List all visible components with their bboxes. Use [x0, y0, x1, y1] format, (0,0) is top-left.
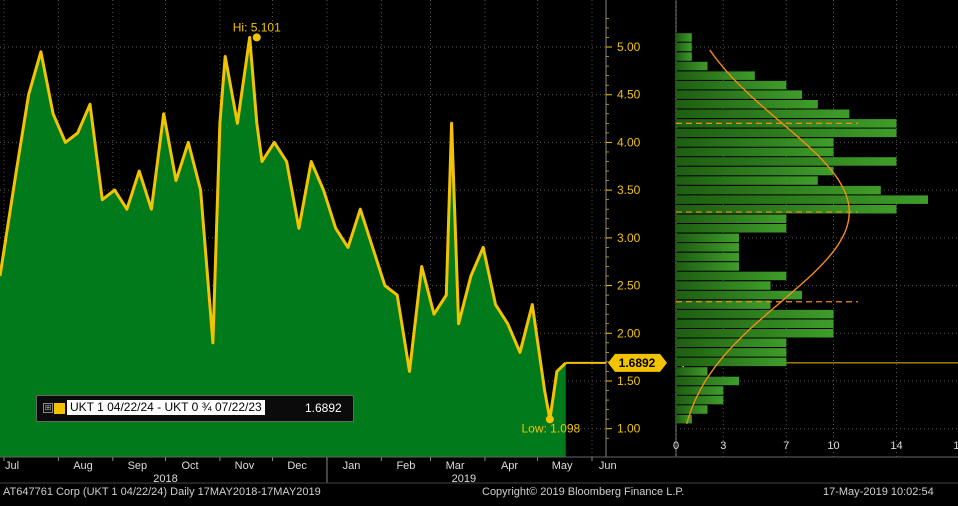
hist-bar — [676, 185, 881, 195]
hist-bar — [676, 252, 739, 262]
hist-x-tick-label: 0 — [673, 440, 679, 452]
hist-bar — [676, 157, 897, 166]
hist-bar — [676, 290, 802, 300]
hist-bar — [676, 367, 708, 376]
hist-bar — [676, 147, 834, 157]
hist-bar — [676, 224, 787, 233]
hist-x-tick-label: 18 — [953, 440, 958, 452]
low-label: Low: 1.098 — [522, 421, 581, 435]
last-value-label: 1.6892 — [619, 356, 656, 370]
hist-bar — [676, 281, 771, 290]
x-tick-label: Jul — [5, 460, 19, 472]
y-tick-label: 4.00 — [617, 135, 641, 149]
y-tick-label: 3.00 — [617, 231, 641, 245]
year-label-2019: 2019 — [452, 473, 476, 485]
hist-x-tick-label: 14 — [890, 440, 902, 452]
hist-bar — [676, 243, 739, 252]
hist-bar — [676, 71, 755, 80]
x-tick-label: Dec — [287, 460, 307, 472]
y-tick-label: 1.00 — [617, 422, 641, 436]
hist-bar — [676, 138, 834, 147]
hist-bar — [676, 128, 897, 138]
hist-bar — [676, 233, 739, 243]
footer-security-info: AT647761 Corp (UKT 1 04/22/24) Daily 17M… — [3, 486, 321, 498]
hist-bar — [676, 100, 818, 109]
hist-bar — [676, 395, 724, 405]
series-area-fill — [0, 37, 566, 458]
y-tick-label: 3.50 — [617, 183, 641, 197]
hist-bar — [676, 338, 787, 347]
hist-bar — [676, 300, 771, 309]
hist-x-tick-label: 3 — [720, 440, 726, 452]
hist-bar — [676, 348, 787, 357]
last-value-tag — [608, 353, 667, 372]
hist-bar — [676, 90, 802, 99]
hist-bar — [676, 195, 928, 204]
hist-bar — [676, 42, 692, 52]
normal-distribution-curve — [686, 49, 850, 425]
legend-last-value: 1.6892 — [305, 401, 342, 415]
high-marker — [252, 33, 261, 42]
hist-bar — [676, 33, 692, 42]
x-tick-label: Aug — [73, 460, 93, 472]
x-tick-label: Sep — [128, 460, 148, 472]
high-label: Hi: 5.101 — [233, 20, 281, 34]
series-line — [0, 35, 567, 421]
hist-bar — [676, 80, 787, 90]
hist-bar — [676, 176, 818, 185]
hist-bar — [676, 52, 692, 61]
x-tick-label: Jan — [343, 460, 361, 472]
y-tick-label: 2.50 — [617, 279, 641, 293]
x-tick-label: Feb — [396, 460, 415, 472]
x-tick-label: Oct — [181, 460, 198, 472]
hist-bar — [676, 166, 834, 176]
hist-bar — [676, 214, 787, 223]
y-tick-label: 5.00 — [617, 40, 641, 54]
y-tick-label: 2.00 — [617, 326, 641, 340]
x-tick-label: Mar — [446, 460, 465, 472]
hist-bar — [676, 61, 708, 71]
y-tick-label: 1.50 — [617, 374, 641, 388]
hist-bar — [676, 262, 739, 271]
x-tick-label: Nov — [235, 460, 255, 472]
series-color-swatch — [54, 403, 65, 414]
series-legend[interactable]: ⊞ UKT 1 04/22/24 - UKT 0 ¾ 07/22/23 1.68… — [36, 395, 354, 422]
hist-bar — [676, 357, 787, 367]
hist-bar — [676, 376, 739, 386]
hist-x-tick-label: 7 — [783, 440, 789, 452]
legend-ticker-label[interactable]: UKT 1 04/22/24 - UKT 0 ¾ 07/22/23 — [67, 400, 265, 415]
hist-bar — [676, 319, 834, 328]
hist-bar — [676, 309, 834, 319]
expand-legend-icon[interactable]: ⊞ — [43, 403, 53, 413]
footer-copyright: Copyright© 2019 Bloomberg Finance L.P. — [482, 486, 685, 498]
x-tick-label: May — [552, 460, 573, 472]
hist-bar — [676, 205, 897, 214]
footer-timestamp: 17-May-2019 10:02:54 — [823, 486, 934, 498]
hist-bar — [676, 271, 787, 281]
hist-x-tick-label: 10 — [827, 440, 839, 452]
hist-bar — [676, 109, 850, 118]
x-tick-label: Apr — [501, 460, 518, 472]
hist-bar — [676, 414, 692, 424]
low-marker — [545, 415, 554, 424]
y-tick-label: 4.50 — [617, 88, 641, 102]
status-footer: AT647761 Corp (UKT 1 04/22/24) Daily 17M… — [0, 483, 958, 501]
hist-bar — [676, 329, 834, 338]
year-label-2018: 2018 — [153, 473, 177, 485]
x-tick-label: Jun — [599, 460, 617, 472]
